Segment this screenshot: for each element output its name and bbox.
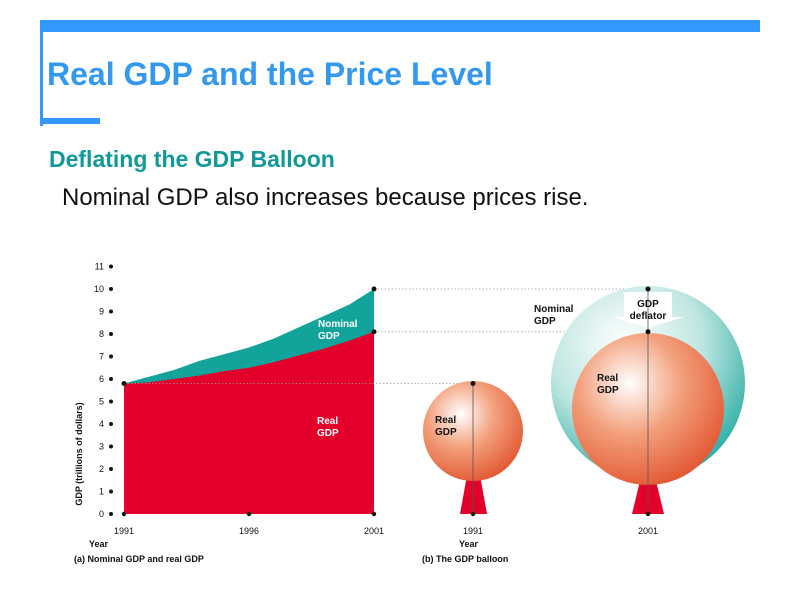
y-tick-dot — [109, 422, 113, 426]
balloon-2001-label-1: Real — [597, 373, 618, 384]
x-axis-label-a: Year — [89, 539, 109, 549]
area-label-real-2: GDP — [317, 428, 339, 439]
end-dots — [121, 286, 377, 386]
y-tick-dot — [109, 489, 113, 494]
panel-b: Real GDP Real GDP Nominal GDP GDP deflat… — [422, 286, 745, 564]
y-tick-label: 11 — [95, 262, 104, 272]
caption-a: (a) Nominal GDP and real GDP — [74, 554, 204, 564]
y-tick-label: 4 — [99, 419, 104, 429]
y-tick-label: 6 — [99, 374, 104, 384]
y-tick-dot — [109, 467, 113, 471]
top-accent-bar — [40, 20, 760, 32]
x-tick-label-b-1991: 1991 — [463, 526, 483, 536]
y-axis-ticks: 0 1 2 3 4 5 6 7 8 9 10 11 — [94, 262, 113, 519]
real-end-dot — [371, 329, 377, 335]
balloon-2001-label-2: GDP — [597, 385, 619, 396]
start-point-dot — [121, 381, 127, 386]
y-tick-dot — [109, 264, 113, 269]
nominal-gdp-label-2: GDP — [534, 316, 556, 327]
y-axis-label: GDP (trillions of dollars) — [74, 402, 84, 505]
y-tick-dot — [109, 354, 113, 359]
x-axis-ticks-a: 1991 1996 2001 — [114, 511, 384, 536]
nominal-gdp-label-1: Nominal — [534, 304, 574, 315]
balloon-1991-label-1: Real — [435, 415, 456, 426]
slide-subtitle: Deflating the GDP Balloon — [49, 146, 335, 172]
y-tick-dot — [109, 309, 113, 314]
slide-title: Real GDP and the Price Level — [47, 56, 493, 92]
y-tick-dot — [109, 512, 113, 516]
x-tick-dot — [371, 511, 377, 517]
y-tick-label: 10 — [94, 284, 104, 294]
y-tick-label: 2 — [99, 464, 104, 474]
x-tick-label: 1996 — [239, 526, 259, 536]
y-tick-dot — [109, 332, 113, 336]
y-tick-dot — [109, 444, 113, 449]
y-tick-dot — [109, 287, 113, 291]
balloon-2001-nominal-dot — [645, 286, 651, 292]
y-tick-label: 7 — [99, 352, 104, 362]
y-tick-label: 1 — [99, 487, 104, 497]
x-tick-dot — [246, 511, 252, 517]
left-accent-bar — [40, 20, 43, 126]
y-tick-label: 9 — [99, 307, 104, 317]
caption-b: (b) The GDP balloon — [422, 554, 508, 564]
x-axis-label-b: Year — [459, 539, 479, 549]
y-tick-label: 0 — [99, 509, 104, 519]
balloon-1991-top-dot — [470, 381, 476, 386]
title-underline-bar — [40, 118, 100, 124]
y-tick-label: 8 — [99, 329, 104, 339]
y-tick-dot — [109, 399, 113, 404]
y-tick-dot — [109, 377, 113, 381]
x-tick-label: 2001 — [364, 526, 384, 536]
panel-a: 0 1 2 3 4 5 6 7 8 9 10 11 1991 1996 2001 Nominal GDP … — [74, 262, 648, 564]
x-tick-dot — [121, 511, 127, 517]
area-label-nominal-2: GDP — [318, 331, 340, 342]
x-tick-label: 1991 — [114, 526, 134, 536]
area-label-nominal-1: Nominal — [318, 319, 358, 330]
balloon-1991-label-2: GDP — [435, 427, 457, 438]
balloon-1991-base-dot — [470, 511, 476, 517]
balloon-2001-base-dot — [645, 511, 651, 517]
balloon-guide-lines — [470, 286, 651, 517]
nominal-end-dot — [371, 286, 377, 292]
balloon-1991-neck — [460, 470, 487, 514]
y-tick-label: 3 — [99, 442, 104, 452]
deflator-label-2: deflator — [630, 311, 667, 322]
y-tick-label: 5 — [99, 397, 104, 407]
deflator-label-1: GDP — [637, 299, 659, 310]
slide-bullet: Nominal GDP also increases because price… — [62, 184, 589, 211]
real-gdp-area — [124, 331, 374, 514]
area-label-real-1: Real — [317, 416, 338, 427]
balloon-2001-real-dot — [645, 329, 651, 335]
x-tick-label-b-2001: 2001 — [638, 526, 658, 536]
